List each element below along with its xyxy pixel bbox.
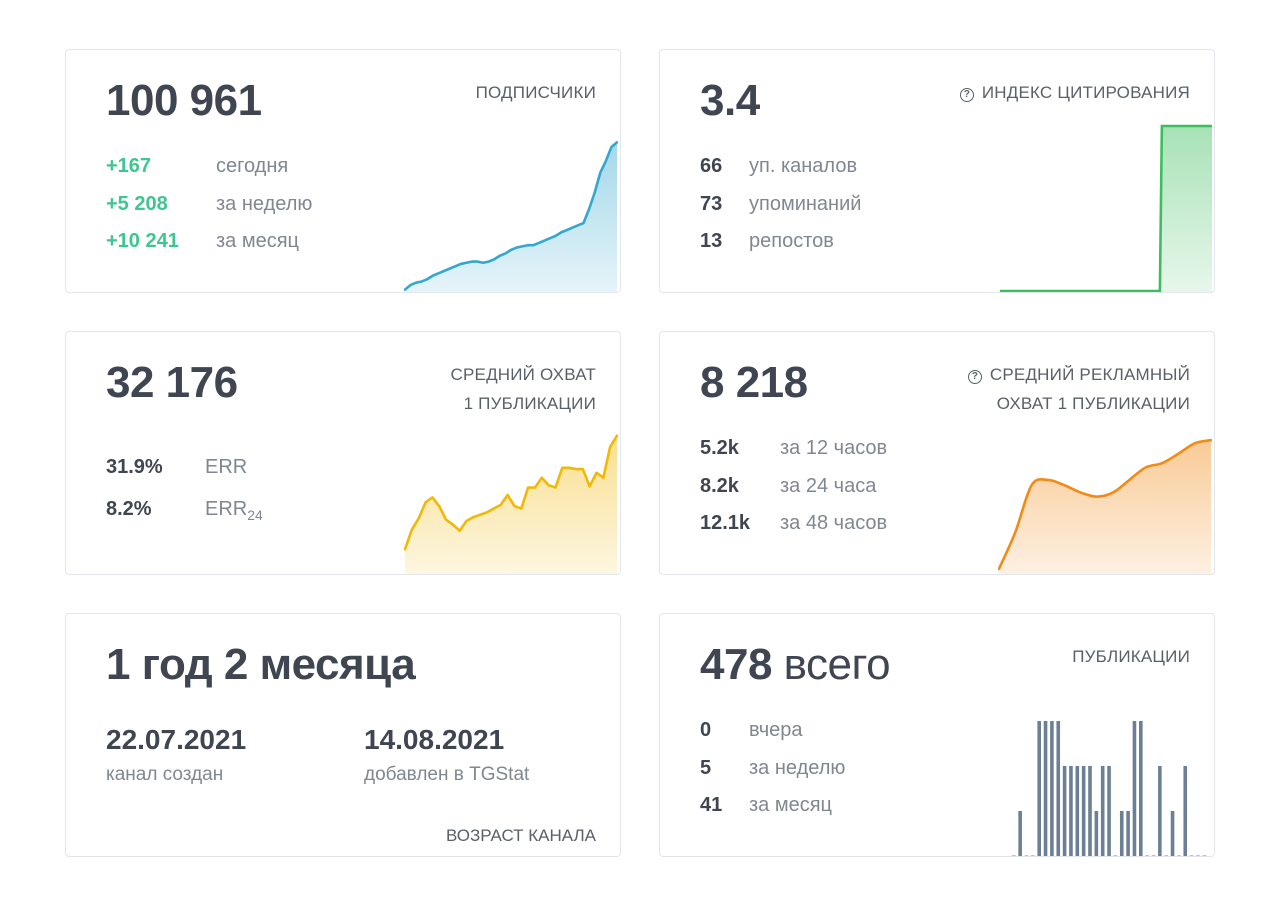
channel-dates: 22.07.2021 канал создан 14.08.2021 добав… bbox=[106, 724, 620, 786]
card-title[interactable]: ? ИНДЕКС ЦИТИРОВАНИЯ bbox=[959, 78, 1190, 107]
ad-reach-card[interactable]: 8 218 ? СРЕДНИЙ РЕКЛАМНЫЙ ОХВАТ 1 ПУБЛИКА… bbox=[659, 331, 1215, 575]
subscribers-chart bbox=[404, 141, 618, 292]
card-title: ПУБЛИКАЦИИ bbox=[1072, 647, 1190, 666]
help-icon[interactable]: ? bbox=[967, 370, 982, 384]
average-reach-card[interactable]: 32 176 СРЕДНИЙ ОХВАТ 1 ПУБЛИКАЦИИ 31.9% E… bbox=[65, 331, 621, 575]
citation-index-chart bbox=[1000, 124, 1212, 292]
ad-reach-stats: 5.2k за 12 часов 8.2k за 24 часа 12.1k за 4… bbox=[700, 437, 887, 550]
channel-age-value: 1 год 2 месяца bbox=[106, 640, 416, 689]
ad-reach-value: 8 218 bbox=[700, 358, 808, 407]
stat-row: +5 208 за неделю bbox=[106, 192, 313, 215]
added-date: 14.08.2021 добавлен в TGStat bbox=[364, 724, 530, 785]
stat-row: +167 сегодня bbox=[106, 155, 289, 177]
publications-bar-chart bbox=[1012, 721, 1207, 856]
stat-row: 5 за неделю bbox=[700, 756, 846, 779]
card-title: ВОЗРАСТ КАНАЛА bbox=[446, 826, 596, 845]
stat-row: 31.9% ERR bbox=[106, 456, 248, 478]
created-date: 22.07.2021 канал создан bbox=[106, 724, 247, 785]
publications-total: 478 всего bbox=[700, 640, 891, 689]
subscribers-stats: +167 сегодня +5 208 за неделю +10 241 за ме… bbox=[106, 155, 312, 268]
average-reach-value: 32 176 bbox=[106, 358, 238, 407]
citation-index-value: 3.4 bbox=[700, 76, 760, 125]
stat-row: 5.2k за 12 часов bbox=[700, 437, 888, 459]
channel-age-card[interactable]: 1 год 2 месяца 22.07.2021 канал создан 1… bbox=[65, 613, 621, 857]
subscribers-card[interactable]: 100 961 ПОДПИСЧИКИ +167 сегодня +5 208 за … bbox=[65, 49, 621, 293]
stat-row: 66 уп. каналов bbox=[700, 155, 858, 177]
stat-row: +10 241 за месяц bbox=[106, 230, 300, 252]
publications-stats: 0 вчера 5 за неделю 41 за месяц bbox=[700, 719, 845, 832]
subscribers-count: 100 961 bbox=[106, 76, 262, 125]
err-stats: 31.9% ERR 8.2% ERR24 bbox=[106, 456, 263, 540]
stat-row: 12.1k за 48 часов bbox=[700, 512, 888, 534]
card-title: ПОДПИСЧИКИ bbox=[475, 83, 596, 102]
stat-row: 13 репостов bbox=[700, 230, 834, 252]
card-title: СРЕДНИЙ ОХВАТ 1 ПУБЛИКАЦИИ bbox=[450, 365, 596, 413]
ad-reach-chart bbox=[998, 438, 1212, 574]
help-icon[interactable]: ? bbox=[959, 88, 974, 102]
stat-row: 41 за месяц bbox=[700, 794, 833, 816]
card-title[interactable]: ? СРЕДНИЙ РЕКЛАМНЫЙ ОХВАТ 1 ПУБЛИКАЦИИ bbox=[967, 360, 1190, 418]
publications-card[interactable]: 478 всего ПУБЛИКАЦИИ 0 вчера 5 за неделю 4… bbox=[659, 613, 1215, 857]
citation-index-card[interactable]: 3.4 ? ИНДЕКС ЦИТИРОВАНИЯ 66 уп. каналов 73… bbox=[659, 49, 1215, 293]
citation-stats: 66 уп. каналов 73 упоминаний 13 репостов bbox=[700, 155, 861, 268]
stat-row: 8.2k за 24 часа bbox=[700, 474, 877, 497]
average-reach-chart bbox=[404, 434, 618, 574]
stat-row: 0 вчера bbox=[700, 719, 803, 741]
stat-row: 73 упоминаний bbox=[700, 192, 862, 215]
stat-row: 8.2% ERR24 bbox=[106, 498, 263, 523]
